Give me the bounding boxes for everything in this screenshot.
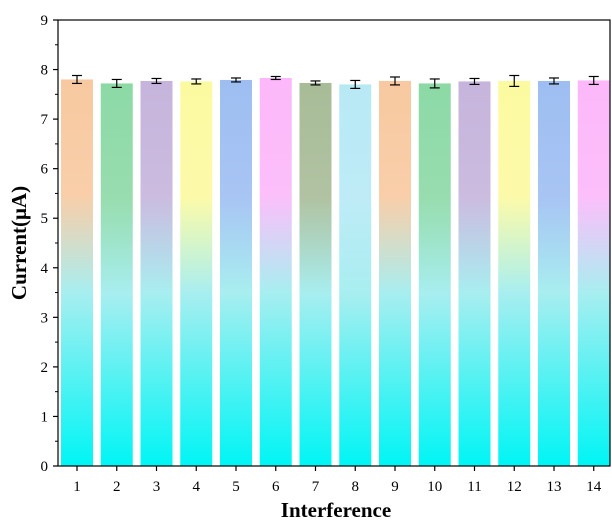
x-tick-label: 13 <box>547 479 562 495</box>
y-tick-label: 6 <box>41 162 49 178</box>
bar <box>61 79 93 466</box>
y-tick-label: 8 <box>41 63 49 79</box>
y-tick-label: 9 <box>41 13 49 29</box>
x-tick-label: 6 <box>272 479 280 495</box>
bar <box>538 80 570 466</box>
bar <box>339 84 372 466</box>
error-bars <box>72 74 599 89</box>
bar <box>498 80 531 466</box>
bar <box>100 83 133 466</box>
x-tick-label: 2 <box>113 479 121 495</box>
y-tick-label: 2 <box>41 360 49 376</box>
bar <box>577 80 610 467</box>
bar <box>180 81 213 467</box>
bar <box>299 82 332 467</box>
x-tick-label: 1 <box>73 479 81 495</box>
x-axis: 1 2 3 4 5 6 7 8 9 10 11 12 13 14 <box>73 466 602 495</box>
x-tick-label: 11 <box>467 479 481 495</box>
x-tick-label: 8 <box>352 479 360 495</box>
x-tick-label: 14 <box>586 479 602 495</box>
y-tick-label: 0 <box>41 459 49 475</box>
y-tick-label: 5 <box>41 211 49 227</box>
bar <box>259 77 292 466</box>
bars <box>61 77 610 467</box>
bar <box>140 80 173 466</box>
x-tick-label: 12 <box>507 479 522 495</box>
x-tick-label: 4 <box>193 479 201 495</box>
x-tick-label: 9 <box>391 479 399 495</box>
x-tick-label: 10 <box>427 479 442 495</box>
y-tick-label: 1 <box>41 409 49 425</box>
x-tick-label: 7 <box>312 479 320 495</box>
bar <box>379 80 411 466</box>
y-tick-label: 4 <box>41 261 49 277</box>
bar <box>220 79 252 466</box>
y-axis: 0 1 2 3 4 5 6 7 8 9 <box>41 13 58 475</box>
y-axis-title: Current(μA) <box>7 186 31 300</box>
bar <box>418 83 451 466</box>
bar <box>458 81 491 467</box>
x-axis-title: Interference <box>281 498 391 521</box>
x-tick-label: 5 <box>232 479 240 495</box>
x-tick-label: 3 <box>153 479 161 495</box>
y-tick-label: 3 <box>41 310 49 326</box>
y-tick-label: 7 <box>41 112 49 128</box>
